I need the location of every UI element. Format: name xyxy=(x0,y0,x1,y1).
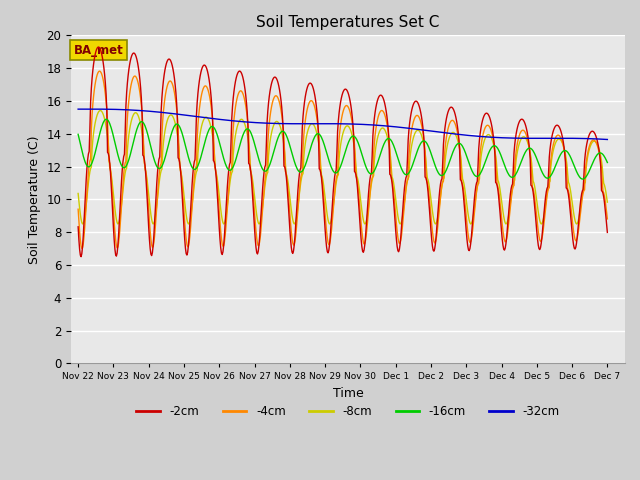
-8cm xyxy=(439,179,447,185)
Legend: -2cm, -4cm, -8cm, -16cm, -32cm: -2cm, -4cm, -8cm, -16cm, -32cm xyxy=(132,401,564,423)
-8cm xyxy=(97,108,104,113)
-4cm xyxy=(74,206,82,212)
-8cm xyxy=(74,191,82,196)
-32cm xyxy=(387,123,394,129)
Line: -2cm: -2cm xyxy=(78,47,607,257)
-4cm xyxy=(440,178,447,184)
-2cm xyxy=(556,127,564,132)
-2cm xyxy=(192,136,200,142)
Line: -16cm: -16cm xyxy=(78,119,607,179)
-16cm xyxy=(439,172,447,178)
-8cm xyxy=(556,136,563,142)
-16cm xyxy=(191,167,199,172)
-8cm xyxy=(604,199,611,205)
-32cm xyxy=(87,106,95,112)
-16cm xyxy=(214,134,221,140)
Text: BA_met: BA_met xyxy=(74,44,124,57)
-2cm xyxy=(77,254,85,260)
-16cm xyxy=(387,137,394,143)
-2cm xyxy=(74,224,82,229)
-32cm xyxy=(556,135,563,141)
-16cm xyxy=(604,160,611,166)
-2cm xyxy=(95,44,102,50)
-32cm xyxy=(604,137,611,143)
-32cm xyxy=(74,106,82,112)
Title: Soil Temperatures Set C: Soil Temperatures Set C xyxy=(257,15,440,30)
-2cm xyxy=(604,229,611,235)
-4cm xyxy=(214,198,222,204)
X-axis label: Time: Time xyxy=(333,387,364,400)
Line: -4cm: -4cm xyxy=(78,71,607,249)
Line: -8cm: -8cm xyxy=(78,110,607,224)
-16cm xyxy=(556,154,563,159)
-2cm xyxy=(387,175,395,180)
-16cm xyxy=(335,167,343,173)
-16cm xyxy=(579,176,586,182)
-2cm xyxy=(336,104,344,110)
-4cm xyxy=(192,164,200,170)
Line: -32cm: -32cm xyxy=(78,109,607,140)
-4cm xyxy=(95,68,103,74)
-16cm xyxy=(102,116,110,122)
-4cm xyxy=(78,246,86,252)
-32cm xyxy=(335,121,343,127)
-8cm xyxy=(191,177,199,182)
-16cm xyxy=(74,132,82,137)
-8cm xyxy=(214,180,221,186)
-32cm xyxy=(439,130,447,135)
-4cm xyxy=(556,134,564,140)
Y-axis label: Soil Temperature (C): Soil Temperature (C) xyxy=(28,135,41,264)
-4cm xyxy=(387,175,395,181)
-8cm xyxy=(335,156,343,162)
-8cm xyxy=(387,154,394,160)
-4cm xyxy=(604,216,611,222)
-2cm xyxy=(214,213,222,218)
-8cm xyxy=(573,221,580,227)
-32cm xyxy=(214,116,221,122)
-4cm xyxy=(336,128,344,134)
-32cm xyxy=(191,113,199,119)
-2cm xyxy=(440,142,447,147)
